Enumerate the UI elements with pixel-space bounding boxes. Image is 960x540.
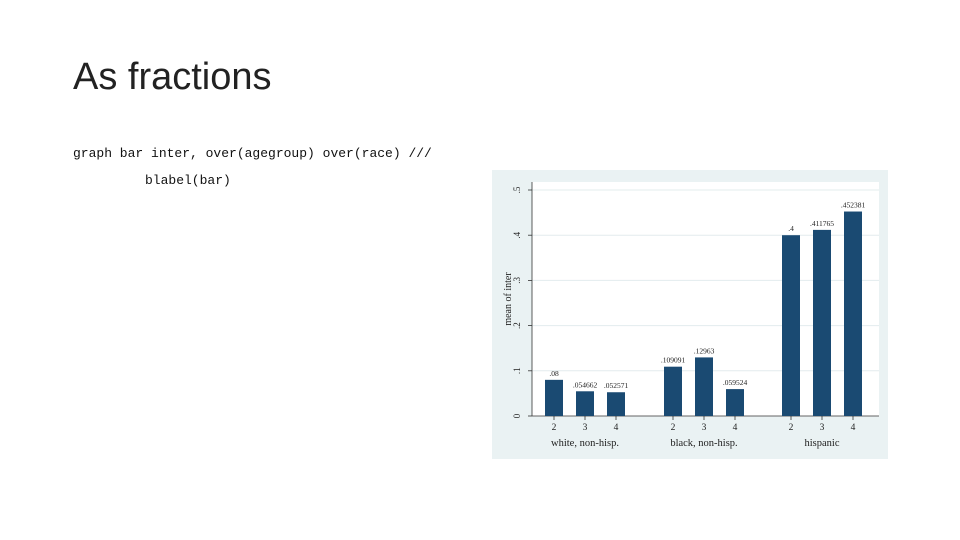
bar-value-label: .059524 xyxy=(723,378,748,387)
x-tick-label: 2 xyxy=(552,423,557,433)
bar xyxy=(664,366,682,416)
bar xyxy=(813,229,831,416)
bar xyxy=(545,379,563,416)
bar-value-label: .109091 xyxy=(661,356,686,365)
bar xyxy=(607,392,625,416)
y-tick-label: .2 xyxy=(512,322,522,329)
group-label: hispanic xyxy=(805,438,840,449)
y-tick-label: .3 xyxy=(512,277,522,284)
bar-value-label: .054662 xyxy=(573,380,598,389)
bar-chart: 0 .1 .2 .3 .4 .5 mean of inter .08 2 .054662 3 .052… xyxy=(492,170,888,459)
x-tick-label: 4 xyxy=(614,423,619,433)
bar-value-label: .452381 xyxy=(841,201,866,210)
bar-value-label: .052571 xyxy=(604,381,629,390)
slide-title: As fractions xyxy=(73,56,272,98)
bar-value-label: .411765 xyxy=(810,219,834,228)
x-tick-label: 4 xyxy=(733,423,738,433)
bar xyxy=(576,391,594,416)
bar-value-label: .4 xyxy=(788,224,794,233)
group-label: black, non-hisp. xyxy=(670,438,737,449)
code-line-2: blabel(bar) xyxy=(145,173,231,188)
bar-value-label: .12963 xyxy=(694,346,715,355)
y-axis-label: mean of inter xyxy=(503,272,514,326)
y-tick-label: .4 xyxy=(512,231,522,238)
code-line-1: graph bar inter, over(agegroup) over(rac… xyxy=(73,146,432,161)
x-tick-label: 2 xyxy=(671,423,676,433)
bar xyxy=(844,211,862,416)
y-tick-label: .5 xyxy=(512,186,522,193)
group-label: white, non-hisp. xyxy=(551,438,619,449)
bar xyxy=(695,357,713,416)
x-tick-label: 3 xyxy=(702,423,707,433)
bar xyxy=(726,389,744,416)
bar-value-label: .08 xyxy=(549,369,559,378)
x-tick-label: 2 xyxy=(789,423,794,433)
y-tick-label: 0 xyxy=(512,413,522,418)
x-tick-label: 3 xyxy=(583,423,588,433)
y-tick-label: .1 xyxy=(512,367,522,374)
x-tick-label: 3 xyxy=(820,423,825,433)
bar xyxy=(782,235,800,416)
x-tick-label: 4 xyxy=(851,423,856,433)
